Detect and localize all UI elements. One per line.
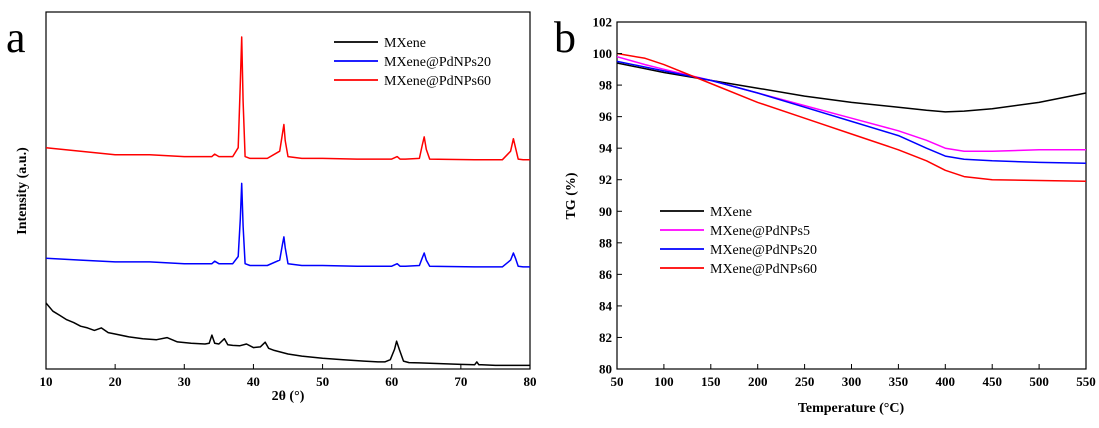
panel-a-y-axis-title: Intensity (a.u.): [15, 147, 30, 235]
panel-b-y-tick-label-0: 80: [599, 362, 612, 377]
panel-b-x-tick-label-7: 400: [936, 374, 956, 389]
panel-a-x-ticks: 10 20 30 40 50 60 70 80: [40, 364, 537, 389]
panel-a-series-line-0: [45, 302, 530, 367]
panel-a-series-line-1: [45, 182, 530, 268]
panel-b-series-group: [616, 52, 1087, 183]
panel-b-y-tick-label-9: 98: [599, 78, 613, 93]
panel-b-y-tick-label-7: 94: [599, 141, 613, 156]
panel-a-x-tick-label-5: 60: [385, 374, 398, 389]
panel-a-legend-label-2: MXene@PdNPs60: [384, 74, 491, 89]
panel-a-x-tick-label-0: 10: [40, 374, 53, 389]
panel-b-y-tick-label-4: 88: [599, 235, 613, 250]
panel-b-y-axis-title: TG (%): [564, 172, 579, 219]
panel-a-x-tick-label-2: 30: [178, 374, 191, 389]
panel-b-x-axis-title: Temperature (°C): [798, 401, 905, 416]
panel-b-x-tick-label-8: 450: [982, 374, 1002, 389]
panel-b-series-line-1: [616, 55, 1086, 153]
panel-b-y-tick-label-10: 100: [593, 46, 613, 61]
panel-a-xrd-chart: a 10 20 30 40 50 60 70 80 2θ (°) Intensity (a.u…: [6, 11, 537, 404]
panel-a-series-group: [45, 36, 530, 367]
panel-a-x-tick-label-4: 50: [316, 374, 329, 389]
panel-b-x-tick-label-2: 150: [701, 374, 721, 389]
panel-a-letter: a: [6, 13, 26, 62]
panel-b-x-tick-label-5: 300: [842, 374, 862, 389]
panel-a-x-axis-title: 2θ (°): [272, 389, 305, 404]
panel-b-series-line-0: [616, 62, 1087, 113]
panel-b-x-tick-label-0: 50: [611, 374, 624, 389]
panel-a-x-tick-label-3: 40: [247, 374, 260, 389]
panel-b-series-line-3: [616, 52, 1087, 183]
panel-b-x-tick-label-9: 500: [1029, 374, 1049, 389]
panel-a-legend: MXene MXene@PdNPs20 MXene@PdNPs60: [334, 36, 491, 89]
panel-b-x-tick-label-10: 550: [1076, 374, 1096, 389]
panel-b-y-tick-label-6: 92: [599, 172, 612, 187]
panel-a-plot-frame: [45, 11, 531, 370]
panel-b-x-tick-label-4: 250: [795, 374, 815, 389]
panel-b-x-tick-label-1: 100: [654, 374, 674, 389]
panel-b-y-tick-label-11: 102: [593, 15, 613, 30]
panel-b-tg-chart: b 50 100 150 200 250 300 350 400 450 500 550 80828…: [554, 13, 1096, 416]
panel-b-x-tick-label-3: 200: [748, 374, 768, 389]
panel-b-letter: b: [554, 13, 576, 62]
panel-b-series-line-2: [616, 60, 1087, 164]
panel-b-y-tick-label-1: 82: [599, 330, 612, 345]
panel-a-legend-label-0: MXene: [384, 36, 426, 51]
panel-a-legend-label-1: MXene@PdNPs20: [384, 55, 491, 70]
panel-b-legend: MXene MXene@PdNPs5 MXene@PdNPs20 MXene@PdNP…: [660, 205, 817, 277]
panel-b-y-tick-label-8: 96: [599, 109, 613, 124]
panel-b-legend-label-2: MXene@PdNPs20: [710, 243, 817, 258]
panel-b-y-tick-label-3: 86: [599, 267, 613, 282]
panel-b-legend-label-1: MXene@PdNPs5: [710, 224, 810, 239]
panel-b-legend-label-0: MXene: [710, 205, 752, 220]
panel-b-x-tick-label-6: 350: [889, 374, 909, 389]
panel-a-series-line-2: [45, 36, 530, 161]
panel-a-x-tick-label-7: 80: [524, 374, 537, 389]
panel-b-y-ticks: 80 82 84 86 88 90 92 94 96 98 100 102: [593, 15, 622, 377]
panel-b-y-tick-label-5: 90: [599, 204, 612, 219]
panel-a-x-tick-label-6: 70: [454, 374, 467, 389]
panel-b-y-tick-label-2: 84: [599, 298, 613, 313]
panel-b-x-ticks: 50 100 150 200 250 300 350 400 450 500 550: [611, 364, 1096, 389]
panel-b-legend-label-3: MXene@PdNPs60: [710, 262, 817, 277]
panel-a-x-tick-label-1: 20: [109, 374, 122, 389]
